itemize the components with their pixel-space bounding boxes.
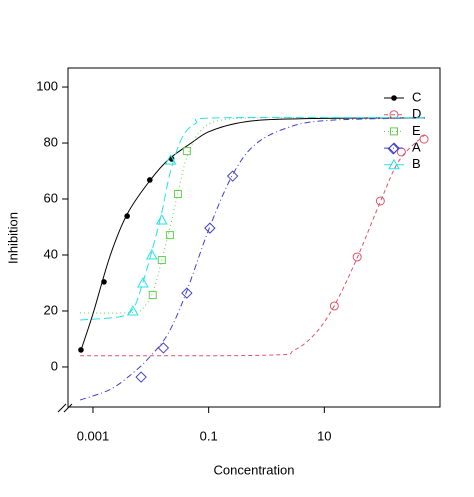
y-tick-label: 80 — [44, 134, 58, 149]
axis-break — [57, 403, 67, 413]
data-point — [165, 231, 174, 240]
legend-marker — [388, 158, 400, 170]
y-tick-label: 20 — [44, 302, 58, 317]
plot-frame — [67, 67, 441, 408]
data-point — [157, 256, 166, 265]
data-point — [419, 134, 429, 144]
data-point — [173, 189, 182, 198]
data-point — [78, 347, 84, 353]
x-tick-label: 10 — [317, 428, 331, 443]
data-point — [164, 154, 177, 165]
y-axis-label: Inhibition — [5, 212, 20, 264]
data-point — [135, 371, 147, 383]
data-point — [124, 213, 130, 219]
legend-marker — [388, 142, 400, 154]
fit-curve — [80, 134, 426, 357]
data-point — [145, 248, 158, 260]
legend-label: A — [412, 140, 421, 155]
fit-curve — [79, 117, 425, 401]
legend-marker — [391, 95, 397, 101]
data-point — [157, 342, 170, 354]
fit-curve — [80, 117, 425, 314]
data-point — [182, 147, 191, 156]
data-point — [148, 291, 157, 300]
data-point — [352, 252, 362, 262]
y-tick-label: 60 — [44, 190, 58, 205]
x-axis-label: Concentration — [214, 462, 295, 477]
data-point — [101, 279, 107, 285]
y-tick-label: 0 — [51, 358, 58, 373]
legend-label: C — [412, 89, 421, 104]
data-point — [375, 196, 385, 206]
data-point — [226, 170, 239, 182]
legend-label: E — [412, 123, 421, 138]
data-point — [155, 213, 168, 225]
y-tick-label: 100 — [36, 78, 58, 93]
fit-curve — [80, 116, 425, 321]
axis-break — [63, 403, 73, 413]
legend-marker — [390, 127, 398, 136]
data-point — [146, 177, 153, 183]
data-point — [204, 222, 216, 234]
y-tick-label: 40 — [44, 246, 58, 261]
x-tick-label: 0.1 — [200, 428, 218, 443]
legend-marker — [389, 110, 399, 120]
data-point — [329, 301, 339, 311]
data-point — [181, 287, 193, 299]
data-point — [137, 276, 149, 288]
legend-label: B — [412, 156, 421, 171]
data-point — [127, 304, 139, 316]
legend-label: D — [412, 106, 421, 121]
x-tick-label: 0.001 — [77, 428, 110, 443]
